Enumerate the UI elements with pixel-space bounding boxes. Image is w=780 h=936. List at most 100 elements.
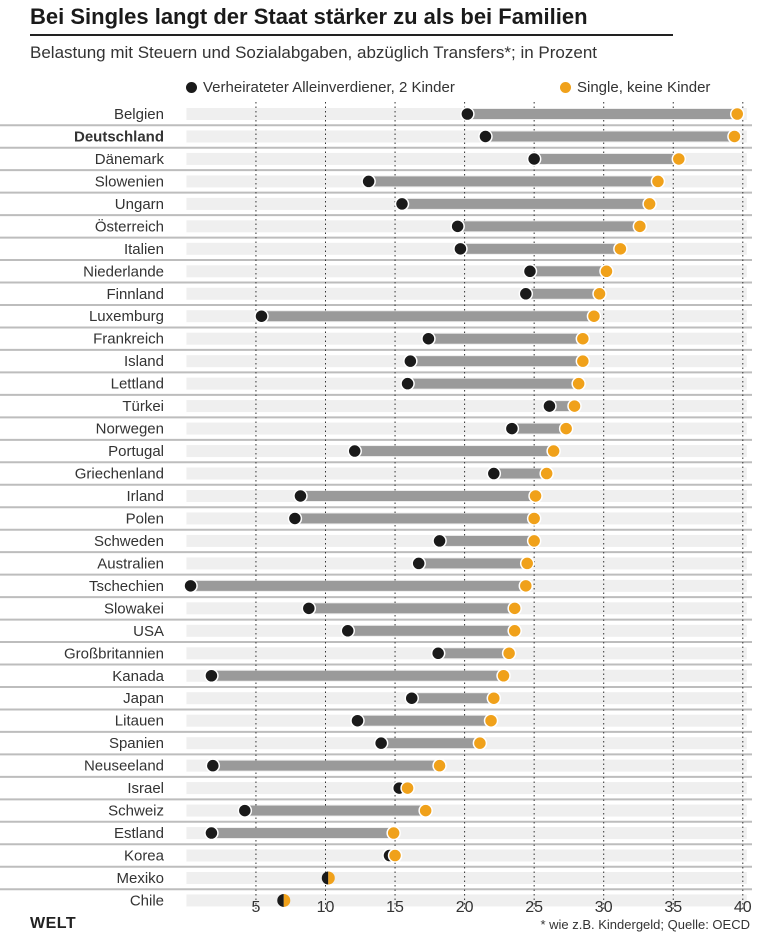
- x-tick-label: 40: [734, 899, 752, 916]
- country-label: Griechenland: [75, 466, 164, 483]
- x-tick-label: 20: [456, 899, 474, 916]
- chart-title: Bei Singles langt der Staat stärker zu a…: [30, 4, 588, 29]
- country-label: Großbritannien: [64, 645, 164, 662]
- single-dot: [632, 219, 648, 234]
- gap-bar: [460, 243, 621, 254]
- legend-item-single: Single, keine Kinder: [560, 79, 710, 96]
- welt-logo: WELT: [30, 915, 77, 932]
- gap-bar: [485, 131, 735, 142]
- gap-bar: [300, 490, 536, 501]
- country-label: USA: [133, 623, 164, 640]
- single-dot: [386, 825, 401, 841]
- single-dot: [599, 264, 614, 279]
- x-tick-label: 10: [317, 899, 335, 916]
- married-dot: [204, 825, 219, 841]
- single-dot: [729, 106, 745, 122]
- single-dot: [507, 623, 522, 639]
- country-label: Estland: [114, 825, 164, 842]
- country-label: Lettland: [111, 376, 164, 393]
- single-dot: [518, 578, 534, 594]
- legend-marker-single: [560, 82, 571, 93]
- married-dot: [254, 308, 269, 324]
- country-label: Belgien: [114, 106, 164, 123]
- married-dot: [526, 151, 542, 167]
- single-dot: [546, 443, 561, 459]
- single-dot: [519, 556, 535, 571]
- married-dot: [404, 690, 419, 706]
- gap-bar: [211, 828, 394, 839]
- single-dot: [483, 713, 499, 728]
- married-dot: [453, 241, 468, 257]
- x-tick-label: 30: [595, 899, 613, 916]
- single-dot: [613, 241, 628, 257]
- gap-bar: [211, 670, 504, 681]
- married-dot: [486, 466, 502, 481]
- country-label: Mexiko: [116, 870, 164, 887]
- country-label: Frankreich: [93, 331, 164, 348]
- chart-subtitle: Belastung mit Steuern und Sozialabgaben,…: [30, 43, 598, 62]
- gap-bar: [418, 558, 528, 569]
- single-dot: [400, 780, 415, 796]
- married-dot: [411, 556, 426, 571]
- country-label: Deutschland: [74, 128, 164, 145]
- country-label: Irland: [126, 488, 164, 505]
- single-dot: [575, 353, 591, 369]
- gap-bar: [212, 760, 440, 771]
- gap-bar: [525, 288, 600, 299]
- row-track: [186, 265, 747, 278]
- married-dot: [237, 803, 253, 818]
- x-tick-label: 15: [386, 899, 404, 916]
- married-dot: [361, 174, 376, 189]
- x-tick-label: 25: [525, 899, 543, 916]
- row-track: [186, 894, 747, 907]
- single-dot: [567, 398, 582, 414]
- gap-bar: [428, 333, 583, 344]
- gap-bar: [190, 580, 526, 591]
- legend-item-married: Verheirateter Alleinverdiener, 2 Kinder: [186, 79, 455, 96]
- single-dot: [283, 893, 291, 907]
- gap-bar: [411, 693, 494, 704]
- gap-bar: [467, 109, 738, 119]
- gap-bar: [244, 805, 426, 816]
- married-dot: [347, 443, 362, 459]
- country-label: Tschechien: [89, 578, 164, 595]
- single-dot: [526, 533, 542, 549]
- country-label: Korea: [124, 848, 165, 865]
- single-dot: [558, 421, 574, 436]
- country-label: Türkei: [122, 398, 164, 415]
- gap-bar: [410, 356, 583, 367]
- country-label: Italien: [124, 241, 164, 258]
- single-dot: [539, 466, 554, 481]
- single-dot: [486, 690, 502, 706]
- gap-bar: [438, 648, 510, 659]
- gap-bar: [407, 378, 579, 389]
- title-rule: [30, 34, 673, 36]
- married-dot: [321, 871, 329, 885]
- country-label: Spanien: [109, 735, 164, 752]
- married-dot: [293, 488, 308, 504]
- country-label: Kanada: [112, 668, 164, 685]
- gap-bar: [534, 153, 679, 164]
- gap-bar: [294, 513, 535, 524]
- row-track: [186, 467, 747, 480]
- country-label: Österreich: [95, 217, 164, 235]
- country-label: Norwegen: [96, 421, 164, 438]
- gap-bar: [549, 401, 575, 412]
- single-dot: [472, 735, 488, 751]
- married-dot: [460, 106, 475, 122]
- row-track: [186, 287, 747, 300]
- married-dot: [504, 421, 520, 436]
- gap-bar: [493, 468, 547, 479]
- single-dot: [571, 376, 586, 391]
- single-dot: [586, 308, 602, 324]
- single-dot: [642, 196, 657, 212]
- legend-marker-married: [186, 82, 197, 93]
- legend-label-married: Verheirateter Alleinverdiener, 2 Kinder: [203, 79, 455, 96]
- gap-bar: [308, 603, 515, 614]
- row-track: [186, 422, 747, 435]
- country-label: Polen: [126, 510, 164, 527]
- married-dot: [518, 286, 534, 302]
- single-dot: [671, 151, 687, 167]
